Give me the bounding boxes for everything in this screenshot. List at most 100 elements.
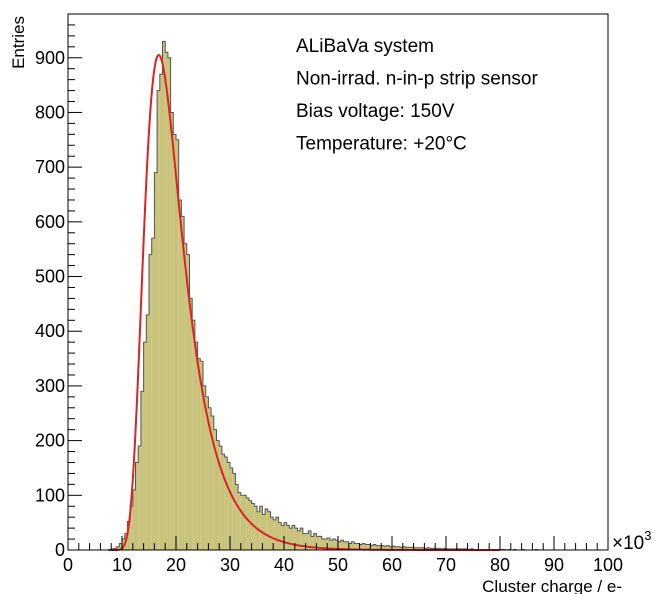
histogram-bar bbox=[178, 199, 182, 550]
histogram-bar bbox=[329, 540, 333, 550]
x-tick-label: 10 bbox=[112, 555, 132, 575]
histogram-bar bbox=[143, 342, 147, 550]
histogram-bar bbox=[402, 546, 406, 550]
histogram-bar bbox=[316, 536, 320, 550]
histogram-bar bbox=[232, 473, 236, 550]
histogram-bar bbox=[365, 544, 368, 550]
histogram-bar bbox=[157, 90, 160, 550]
histogram-bar bbox=[308, 530, 311, 550]
histogram-bars bbox=[111, 41, 538, 551]
histogram-bar bbox=[267, 511, 271, 550]
y-tick-label: 200 bbox=[35, 431, 65, 451]
histogram-bar bbox=[354, 543, 357, 550]
histogram-bar bbox=[427, 547, 430, 550]
histogram-bar bbox=[251, 503, 255, 550]
histogram-bar bbox=[149, 254, 152, 550]
histogram-bar bbox=[119, 543, 122, 550]
histogram-bar bbox=[278, 522, 282, 550]
histogram-bar bbox=[130, 506, 133, 550]
histogram-bar bbox=[170, 112, 174, 550]
histogram-bar bbox=[297, 530, 301, 550]
histogram-bar bbox=[321, 539, 325, 550]
histogram-bar bbox=[313, 533, 317, 550]
histogram-bar bbox=[319, 536, 322, 550]
histogram-bar bbox=[211, 416, 214, 550]
histogram-bar bbox=[294, 528, 298, 550]
histogram-bar bbox=[381, 545, 384, 550]
histogram-bar bbox=[356, 543, 360, 550]
y-tick-label: 0 bbox=[55, 540, 65, 560]
histogram-bar bbox=[205, 396, 209, 550]
histogram-bar bbox=[397, 546, 401, 550]
histogram-bar bbox=[392, 546, 395, 550]
x-tick-label: 90 bbox=[544, 555, 564, 575]
histogram-bar bbox=[351, 541, 355, 550]
histogram-bar bbox=[408, 547, 411, 550]
histogram-bar bbox=[386, 545, 390, 550]
histogram-bar bbox=[359, 544, 363, 550]
histogram-bar bbox=[135, 462, 139, 550]
histogram-bar bbox=[410, 547, 414, 550]
histogram-bar bbox=[289, 528, 293, 550]
histogram-bar bbox=[194, 342, 198, 550]
y-tick-label: 500 bbox=[35, 267, 65, 287]
axes: 0 10 20 30 40 50 60 70 80 90 100 0 100 200 300 400 500 60… bbox=[35, 13, 623, 575]
histogram-bar bbox=[192, 320, 195, 550]
histogram-bar bbox=[165, 52, 168, 550]
histogram-bar bbox=[416, 547, 419, 550]
histogram-bar bbox=[324, 539, 328, 550]
x-tick-label: 20 bbox=[166, 555, 186, 575]
histogram-bar bbox=[405, 547, 409, 550]
annotation-line: Non-irrad. n-in-p strip sensor bbox=[296, 69, 538, 90]
histogram-bar bbox=[362, 543, 365, 550]
annotation-block: ALiBaVa system Non-irrad. n-in-p strip s… bbox=[296, 36, 538, 155]
histogram-bar bbox=[275, 517, 279, 550]
histogram-bar bbox=[238, 492, 241, 550]
histogram-bar bbox=[167, 57, 171, 550]
histogram-bar bbox=[203, 385, 206, 550]
x-tick-label: 30 bbox=[220, 555, 240, 575]
histogram-bar bbox=[216, 440, 220, 550]
histogram-bar bbox=[146, 314, 149, 550]
histogram-bar bbox=[259, 506, 263, 550]
y-tick-label: 600 bbox=[35, 212, 65, 232]
histogram-bar bbox=[176, 139, 179, 551]
histogram-bar bbox=[159, 74, 163, 550]
histogram-bar bbox=[327, 537, 330, 550]
histogram-bar bbox=[116, 546, 120, 550]
x-tick-label: 40 bbox=[274, 555, 294, 575]
histogram-bar bbox=[302, 533, 306, 550]
histogram-bar bbox=[286, 525, 290, 550]
histogram-bar bbox=[389, 546, 392, 550]
histogram-bar bbox=[181, 216, 185, 550]
x-multiplier-exponent: 3 bbox=[644, 528, 651, 543]
x-tick-label: 50 bbox=[328, 555, 348, 575]
histogram-bar bbox=[373, 544, 376, 550]
histogram-bar bbox=[122, 539, 125, 550]
histogram-bar bbox=[419, 547, 422, 550]
histogram-bar bbox=[213, 429, 217, 550]
annotation-line: ALiBaVa system bbox=[296, 36, 434, 57]
histogram-bar bbox=[132, 489, 136, 550]
histogram-bar bbox=[197, 358, 201, 550]
histogram-bar bbox=[343, 541, 347, 550]
annotation-line: Bias voltage: 150V bbox=[296, 101, 455, 122]
histogram-bar bbox=[189, 298, 193, 550]
x-tick-label: 0 bbox=[63, 555, 73, 575]
y-tick-label: 700 bbox=[35, 157, 65, 177]
histogram-bar bbox=[246, 498, 249, 550]
histogram-bar bbox=[208, 407, 212, 550]
histogram-bar bbox=[240, 495, 244, 550]
histogram-bar bbox=[243, 495, 247, 550]
histogram-bar bbox=[378, 545, 382, 550]
histogram-bar bbox=[265, 508, 268, 550]
histogram-bar bbox=[332, 539, 336, 550]
y-axis-label: Entries bbox=[9, 16, 28, 69]
y-tick-label: 900 bbox=[35, 48, 65, 68]
histogram-bar bbox=[138, 446, 141, 550]
histogram-bar bbox=[127, 521, 131, 550]
histogram-bar bbox=[230, 467, 233, 550]
histogram-bar bbox=[184, 243, 187, 550]
histogram-bar bbox=[413, 547, 417, 550]
histogram-bar bbox=[151, 238, 155, 551]
